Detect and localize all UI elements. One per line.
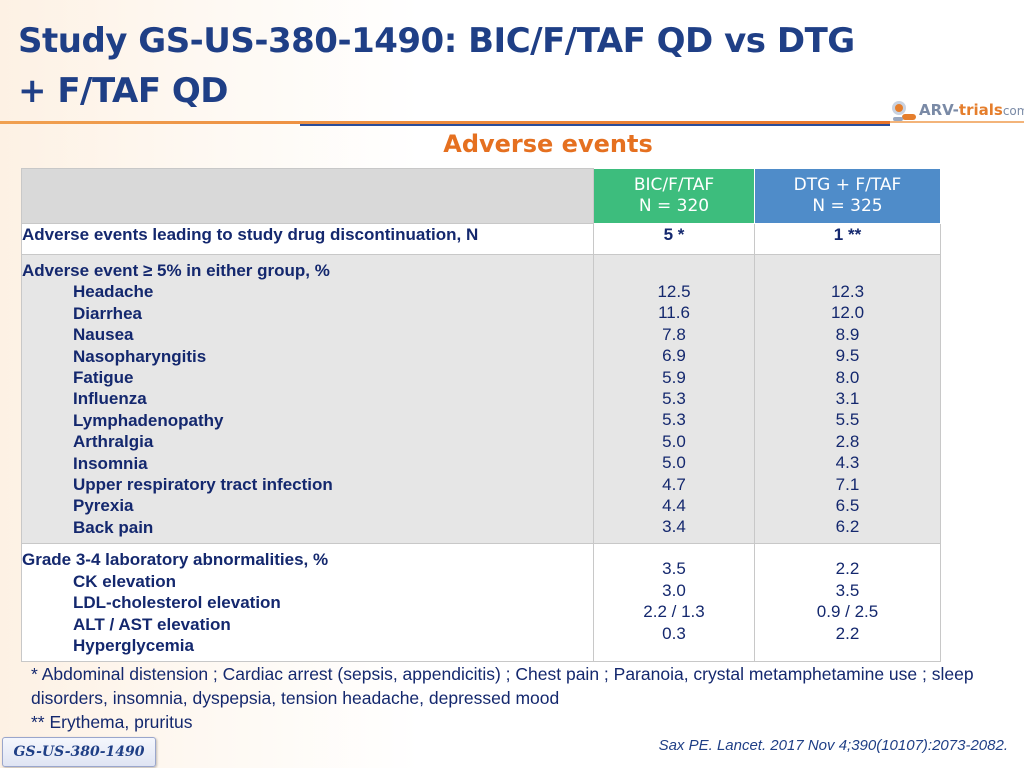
lab-values-dtg: 2.2 3.5 0.9 / 2.5 2.2	[754, 543, 941, 663]
list-item: Back pain	[73, 517, 154, 537]
list-item: LDL-cholesterol elevation	[73, 593, 281, 613]
list-item: Lymphadenopathy	[73, 410, 224, 430]
footnote-1: * Abdominal distension ; Cardiac arrest …	[31, 664, 974, 708]
table-row-adverse-events: Adverse event ≥ 5% in either group, % He…	[21, 253, 941, 545]
column-header-dtg-f-taf: DTG + F/TAF N = 325	[754, 168, 941, 224]
list-item: ALT / AST elevation	[73, 614, 231, 634]
section-label: Adverse event ≥ 5% in either group, %	[22, 261, 330, 280]
title-divider-right	[890, 121, 1024, 123]
section-label: Grade 3-4 laboratory abnormalities, %	[22, 550, 329, 570]
list-item: Influenza	[73, 389, 147, 409]
list-item: Nasopharyngitis	[73, 346, 207, 366]
lab-label-cell: Grade 3-4 laboratory abnormalities, % CK…	[21, 543, 594, 663]
value-bic: 5 *	[593, 223, 755, 255]
list-item: Hyperglycemia	[73, 635, 194, 655]
list-item: Headache	[73, 282, 154, 302]
table-header-row: BIC/F/TAF N = 320 DTG + F/TAF N = 325	[21, 168, 941, 224]
value-dtg: 1 **	[754, 223, 941, 255]
footnote-2: ** Erythema, pruritus	[31, 712, 193, 732]
table-row-lab-abnormalities: Grade 3-4 laboratory abnormalities, % CK…	[21, 543, 941, 663]
row-label: Adverse events leading to study drug dis…	[21, 223, 594, 255]
header-blank-cell	[21, 168, 594, 224]
title-divider-accent	[300, 124, 890, 126]
logo-mark-icon	[892, 101, 916, 121]
list-item: Diarrhea	[73, 303, 142, 323]
arv-trials-logo: ARV-trialscom	[889, 97, 1024, 127]
list-item: Arthralgia	[73, 432, 154, 452]
lab-values-bic: 3.5 3.0 2.2 / 1.3 0.3	[593, 543, 755, 663]
section-heading: Adverse events	[443, 130, 653, 158]
ae-values-bic: 12.5 11.6 7.8 6.9 5.9 5.3 5.3 5.0 5.0 4.…	[593, 253, 755, 545]
table-row-discontinuation: Adverse events leading to study drug dis…	[21, 223, 941, 255]
footnotes: * Abdominal distension ; Cardiac arrest …	[31, 662, 1011, 734]
ae-label-cell: Adverse event ≥ 5% in either group, % He…	[21, 253, 594, 545]
logo-text: ARV-trialscom	[919, 101, 1024, 119]
list-item: Upper respiratory tract infection	[73, 475, 333, 495]
title-divider	[0, 121, 890, 124]
list-item: Insomnia	[73, 453, 148, 473]
list-item: Fatigue	[73, 368, 134, 388]
adverse-events-table: BIC/F/TAF N = 320 DTG + F/TAF N = 325 Ad…	[21, 168, 941, 663]
list-item: CK elevation	[73, 571, 176, 591]
column-header-bic-f-taf: BIC/F/TAF N = 320	[593, 168, 755, 224]
list-item: Pyrexia	[73, 496, 134, 516]
citation: Sax PE. Lancet. 2017 Nov 4;390(10107):20…	[658, 737, 1008, 754]
ae-values-dtg: 12.3 12.0 8.9 9.5 8.0 3.1 5.5 2.8 4.3 7.…	[754, 253, 941, 545]
page-title: Study GS-US-380-1490: BIC/F/TAF QD vs DT…	[18, 21, 855, 111]
study-tag-button[interactable]: GS-US-380-1490	[2, 737, 156, 767]
list-item: Nausea	[73, 325, 134, 345]
